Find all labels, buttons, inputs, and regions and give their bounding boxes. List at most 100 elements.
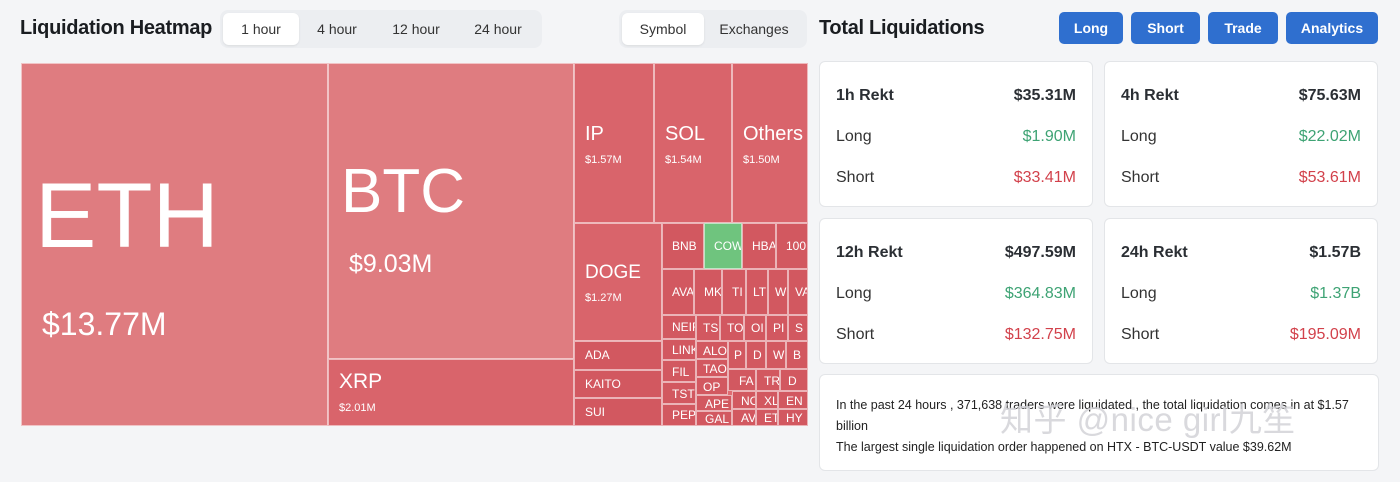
heatmap-cell-ava[interactable]: AVA	[662, 269, 694, 315]
heatmap-cell-gal[interactable]: GAL	[696, 411, 732, 426]
cell-symbol: HBA	[752, 239, 776, 253]
heatmap-cell-d2[interactable]: D	[780, 369, 808, 391]
heatmap-cell-av[interactable]: AV	[732, 409, 756, 426]
tab-exchanges[interactable]: Exchanges	[719, 21, 789, 37]
heatmap-cell-others[interactable]: Others $1.50M	[732, 63, 808, 223]
heatmap-cell-ape[interactable]: APE	[696, 395, 732, 411]
heatmap-cell-btc[interactable]: BTC $9.03M	[328, 63, 574, 359]
cell-symbol: TAO	[703, 362, 727, 376]
cell-symbol: XL	[764, 394, 778, 408]
heatmap-cell-lt[interactable]: LT	[746, 269, 768, 315]
tab-symbol[interactable]: Symbol	[622, 13, 704, 45]
cell-symbol: W	[773, 348, 785, 362]
heatmap-cell-pepe[interactable]: PEPE	[662, 404, 696, 426]
heatmap-cell-neir[interactable]: NEIR	[662, 315, 696, 339]
heatmap-cell-link[interactable]: LINK	[662, 339, 696, 360]
heatmap-cell-ada[interactable]: ADA	[574, 341, 662, 370]
cell-symbol: 100	[786, 239, 807, 253]
cell-symbol: BNB	[672, 239, 697, 253]
heatmap-cell-xl[interactable]: XL	[756, 391, 778, 409]
heatmap-cell-d[interactable]: D	[746, 341, 766, 369]
summary-line-1: In the past 24 hours , 371,638 traders w…	[836, 398, 1349, 433]
heatmap-cell-wi[interactable]: WI	[768, 269, 788, 315]
short-value: $53.61M	[1298, 169, 1361, 186]
short-label: Short	[1121, 326, 1160, 343]
cell-symbol: D	[788, 374, 797, 388]
heatmap-cell-op[interactable]: OP	[696, 377, 728, 395]
heatmap-cell-b[interactable]: B	[786, 341, 808, 369]
cell-symbol: PI	[773, 321, 785, 335]
card-1h: 1h Rekt $35.31M Long $1.90M Short $33.41M	[819, 61, 1093, 207]
heatmap-cell-s[interactable]: S	[788, 315, 808, 341]
heatmap-cell-kaito[interactable]: KAITO	[574, 370, 662, 398]
cell-symbol: HY	[786, 411, 803, 425]
heatmap-cell-va[interactable]: VA	[788, 269, 808, 315]
cell-value: $1.57M	[585, 154, 622, 166]
trade-button[interactable]: Trade	[1208, 12, 1278, 44]
heatmap-cell-ip[interactable]: IP $1.57M	[574, 63, 654, 223]
heatmap-title: Liquidation Heatmap	[20, 17, 213, 39]
heatmap-cell-pi[interactable]: PI	[766, 315, 788, 341]
heatmap-cell-en[interactable]: EN	[778, 391, 808, 409]
heatmap-cell-fil[interactable]: FIL	[662, 360, 696, 382]
heatmap-cell-cow[interactable]: COW	[704, 223, 742, 269]
long-value: $22.02M	[1298, 128, 1361, 145]
tab-24-hour[interactable]: 24 hour	[474, 21, 522, 37]
cell-symbol: TS	[703, 321, 719, 335]
tab-4-hour[interactable]: 4 hour	[317, 21, 357, 37]
heatmap-cell-tao[interactable]: TAO	[696, 359, 728, 377]
heatmap-cell-p[interactable]: P	[728, 341, 746, 369]
cell-value: $1.54M	[665, 154, 702, 166]
heatmap-cell-et[interactable]: ET	[756, 409, 778, 426]
cell-symbol: EN	[786, 394, 803, 408]
analytics-button[interactable]: Analytics	[1286, 12, 1378, 44]
heatmap-cell-oi[interactable]: OI	[744, 315, 766, 341]
card-period: 12h Rekt	[836, 244, 903, 261]
cell-symbol: MK	[704, 285, 722, 299]
cell-value: $1.50M	[743, 154, 780, 166]
cell-symbol: DOGE	[585, 262, 641, 283]
heatmap-cell-alo[interactable]: ALO	[696, 341, 728, 359]
heatmap-cell-eth[interactable]: ETH $13.77M	[21, 63, 328, 426]
long-button[interactable]: Long	[1059, 12, 1123, 44]
cell-symbol: FIL	[672, 365, 690, 379]
heatmap-cell-ts[interactable]: TS	[696, 315, 720, 341]
heatmap-cell-w[interactable]: W	[766, 341, 786, 369]
total-liquidations-title: Total Liquidations	[819, 17, 985, 39]
tab-1-hour[interactable]: 1 hour	[223, 13, 299, 45]
card-24h: 24h Rekt $1.57B Long $1.37B Short $195.09M	[1104, 218, 1378, 364]
tab-12-hour[interactable]: 12 hour	[392, 21, 440, 37]
heatmap-cell-hba[interactable]: HBA	[742, 223, 776, 269]
heatmap-cell-doge[interactable]: DOGE $1.27M	[574, 223, 662, 341]
heatmap-cell-sol[interactable]: SOL $1.54M	[654, 63, 732, 223]
long-value: $364.83M	[1004, 285, 1076, 302]
cell-symbol: OP	[703, 380, 721, 394]
cell-symbol: S	[795, 321, 804, 335]
card-12h: 12h Rekt $497.59M Long $364.83M Short $132.…	[819, 218, 1093, 364]
card-total: $497.59M	[1004, 244, 1076, 261]
heatmap-cell-xrp[interactable]: XRP $2.01M	[328, 359, 574, 426]
short-label: Short	[836, 169, 875, 186]
heatmap-cell-tst[interactable]: TST	[662, 382, 696, 404]
short-label: Short	[1121, 169, 1160, 186]
heatmap-cell-mk[interactable]: MK	[694, 269, 722, 315]
cell-symbol: OI	[751, 321, 764, 335]
cell-symbol: ALO	[703, 344, 728, 358]
heatmap-cell-fa[interactable]: FA	[728, 369, 756, 391]
heatmap-cell-bnb[interactable]: BNB	[662, 223, 704, 269]
heatmap-cell-ti[interactable]: TI	[722, 269, 746, 315]
short-button[interactable]: Short	[1131, 12, 1200, 44]
long-label: Long	[836, 128, 872, 145]
heatmap-cell-tr[interactable]: TR	[756, 369, 780, 391]
heatmap-cell-sui[interactable]: SUI	[574, 398, 662, 426]
cell-symbol: COW	[714, 239, 742, 253]
heatmap-cell-100[interactable]: 100	[776, 223, 808, 269]
cell-symbol: P	[734, 348, 743, 362]
cell-symbol: APE	[705, 397, 730, 411]
heatmap-cell-to[interactable]: TO	[720, 315, 744, 341]
cell-symbol: Others	[743, 123, 804, 145]
cell-symbol: D	[753, 348, 762, 362]
heatmap-cell-hy[interactable]: HY	[778, 409, 808, 426]
card-4h: 4h Rekt $75.63M Long $22.02M Short $53.61M	[1104, 61, 1378, 207]
heatmap-cell-no[interactable]: NO	[732, 391, 756, 409]
